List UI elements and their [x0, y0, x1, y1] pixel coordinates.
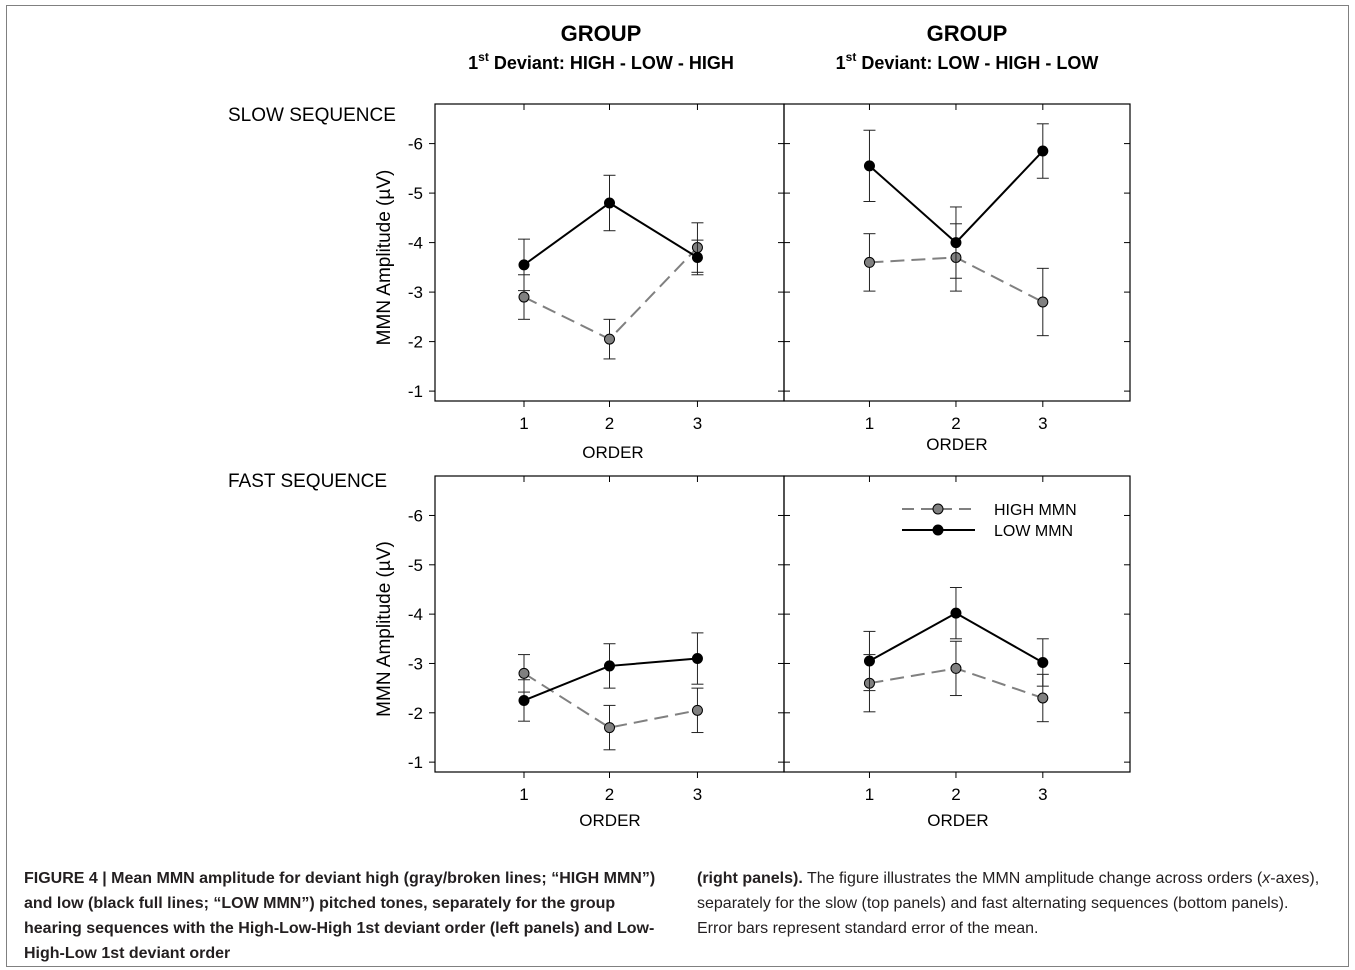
group-left-subtitle: 1st Deviant: HIGH - LOW - HIGH [468, 50, 734, 73]
x-tick-label: 2 [951, 785, 960, 804]
figure-frame [6, 5, 1349, 967]
legend-marker [932, 503, 944, 515]
series-line [523, 201, 698, 266]
row-label-slow: SLOW SEQUENCE [228, 105, 396, 126]
x-axis-label: ORDER [926, 435, 987, 454]
data-point [518, 259, 530, 271]
data-point [518, 694, 530, 706]
x-tick-label: 3 [693, 785, 702, 804]
data-point [950, 662, 962, 674]
series-line [523, 246, 699, 341]
series-low-mmn [863, 123, 1049, 279]
data-point [863, 160, 875, 172]
data-point [604, 197, 615, 209]
data-point [1037, 692, 1049, 704]
y-axis-label: MMN Amplitude (µV) [374, 541, 395, 717]
series-low-mmn [517, 632, 704, 722]
group-left-title: GROUP [561, 21, 642, 46]
y-axis-label: MMN Amplitude (µV) [374, 170, 395, 346]
y-tick-label: -1 [408, 382, 423, 401]
figure-caption-left: FIGURE 4 | Mean MMN amplitude for devian… [24, 870, 656, 962]
x-tick-label: 1 [519, 785, 528, 804]
legend: HIGH MMN LOW MMN [902, 502, 1077, 540]
y-tick-label: -5 [408, 184, 423, 203]
data-point [950, 607, 962, 619]
y-tick-label: -5 [408, 556, 423, 575]
x-tick-label: 3 [693, 414, 702, 433]
y-tick-label: -6 [408, 506, 423, 525]
y-tick-label: -1 [408, 753, 423, 772]
y-tick-label: -3 [408, 283, 423, 302]
x-tick-label: 3 [1038, 785, 1047, 804]
caption-bold: (right panels). [697, 870, 803, 887]
x-axis-label: ORDER [579, 811, 640, 830]
data-point [691, 653, 703, 665]
y-tick-label: -2 [408, 333, 423, 352]
data-point [1037, 145, 1049, 157]
data-point [1037, 296, 1049, 308]
data-point [1037, 656, 1049, 668]
x-axis-label: ORDER [582, 443, 643, 462]
y-tick-label: -4 [408, 605, 423, 624]
group-right-title: GROUP [927, 21, 1008, 46]
figure-caption-right: (right panels). The figure illustrates t… [697, 866, 1327, 941]
x-tick-label: 2 [605, 785, 614, 804]
x-axis-label: ORDER [927, 811, 988, 830]
plot-frame [783, 103, 1131, 402]
y-tick-label: -4 [408, 234, 423, 253]
legend-label: LOW MMN [994, 523, 1073, 540]
x-tick-label: 1 [865, 414, 874, 433]
data-point [863, 256, 875, 268]
x-tick-label: 1 [519, 414, 528, 433]
legend-marker [932, 524, 944, 536]
series-low-mmn [517, 174, 704, 292]
x-tick-label: 3 [1038, 414, 1047, 433]
data-point [950, 237, 962, 249]
series-line [523, 672, 698, 729]
plot-frame [783, 475, 1131, 773]
caption-text-2: -axes), separately for the slow (top pan… [697, 870, 1320, 937]
group-right-subtitle: 1st Deviant: LOW - HIGH - LOW [836, 50, 1099, 73]
caption-italic: x [1262, 870, 1271, 887]
data-point [604, 722, 615, 734]
data-point [604, 333, 615, 345]
data-point [518, 291, 530, 303]
data-point [518, 667, 530, 679]
panel-slow-left: -6 -5 -4 -3 -2 -1 MMN Amplitude (µV) 1 2 3 ORDER [374, 103, 785, 462]
data-point [604, 660, 615, 672]
data-point [691, 704, 703, 716]
chart-panels: -6 -5 -4 -3 -2 -1 MMN Amplitude (µV) 1 2 3 ORDER 1 2… [374, 103, 1131, 830]
row-label-fast: FAST SEQUENCE [228, 471, 387, 492]
series-high-mmn [863, 640, 1049, 723]
caption-text-1: The figure illustrates the MMN amplitude… [802, 870, 1263, 887]
x-tick-label: 1 [865, 785, 874, 804]
data-point [691, 251, 703, 263]
data-point [863, 655, 875, 667]
y-tick-label: -6 [408, 135, 423, 154]
x-tick-label: 2 [605, 414, 614, 433]
x-tick-label: 2 [951, 414, 960, 433]
panel-slow-right: 1 2 3 ORDER [783, 103, 1131, 454]
panel-fast-right: 1 2 3 ORDER HIGH MMN LOW MMN [783, 475, 1131, 830]
figure-canvas: GROUP 1st Deviant: HIGH - LOW - HIGH GRO… [228, 21, 1131, 830]
panel-fast-left: -6 -5 -4 -3 -2 -1 MMN Amplitude (µV) 1 2 3 ORDER [374, 475, 785, 830]
legend-label: HIGH MMN [994, 502, 1077, 519]
y-tick-label: -2 [408, 704, 423, 723]
y-tick-label: -3 [408, 654, 423, 673]
series-low-mmn [863, 586, 1049, 692]
